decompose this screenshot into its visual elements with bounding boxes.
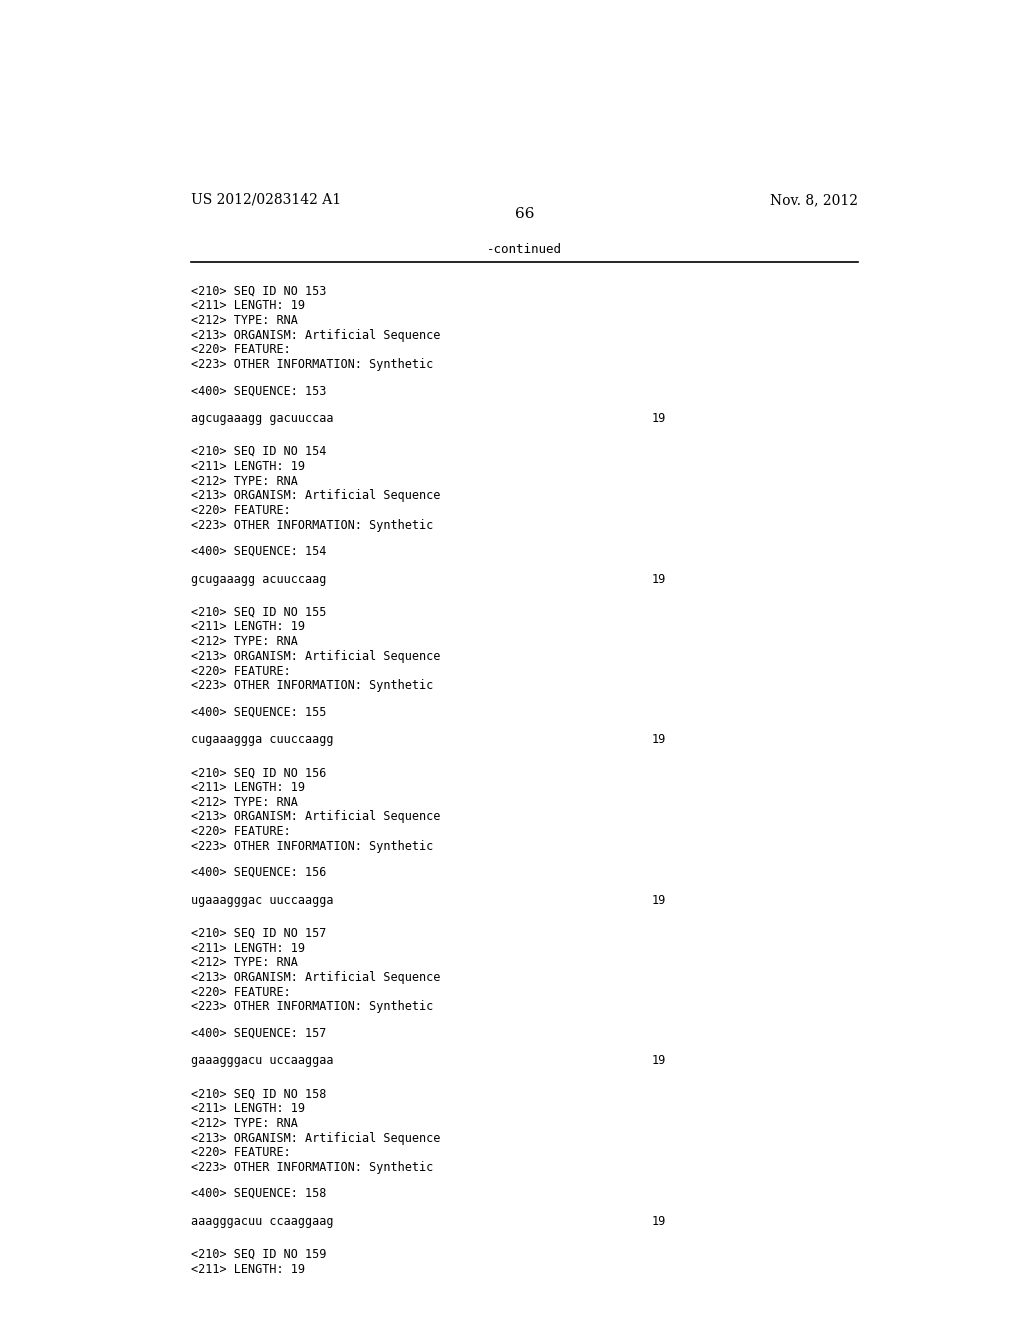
Text: Nov. 8, 2012: Nov. 8, 2012 xyxy=(770,193,858,207)
Text: <213> ORGANISM: Artificial Sequence: <213> ORGANISM: Artificial Sequence xyxy=(191,810,441,824)
Text: <223> OTHER INFORMATION: Synthetic: <223> OTHER INFORMATION: Synthetic xyxy=(191,1001,434,1014)
Text: 19: 19 xyxy=(652,573,666,586)
Text: <223> OTHER INFORMATION: Synthetic: <223> OTHER INFORMATION: Synthetic xyxy=(191,1162,434,1173)
Text: 66: 66 xyxy=(515,207,535,222)
Text: 19: 19 xyxy=(652,894,666,907)
Text: <210> SEQ ID NO 157: <210> SEQ ID NO 157 xyxy=(191,927,327,940)
Text: <400> SEQUENCE: 153: <400> SEQUENCE: 153 xyxy=(191,384,327,397)
Text: <211> LENGTH: 19: <211> LENGTH: 19 xyxy=(191,300,305,312)
Text: gcugaaagg acuuccaag: gcugaaagg acuuccaag xyxy=(191,573,327,586)
Text: <220> FEATURE:: <220> FEATURE: xyxy=(191,343,291,356)
Text: <220> FEATURE:: <220> FEATURE: xyxy=(191,1146,291,1159)
Text: <211> LENGTH: 19: <211> LENGTH: 19 xyxy=(191,781,305,793)
Text: <400> SEQUENCE: 155: <400> SEQUENCE: 155 xyxy=(191,705,327,718)
Text: US 2012/0283142 A1: US 2012/0283142 A1 xyxy=(191,193,342,207)
Text: cugaaaggga cuuccaagg: cugaaaggga cuuccaagg xyxy=(191,733,334,746)
Text: gaaagggacu uccaaggaa: gaaagggacu uccaaggaa xyxy=(191,1055,334,1068)
Text: <400> SEQUENCE: 154: <400> SEQUENCE: 154 xyxy=(191,545,327,557)
Text: <400> SEQUENCE: 157: <400> SEQUENCE: 157 xyxy=(191,1027,327,1039)
Text: -continued: -continued xyxy=(487,243,562,256)
Text: <211> LENGTH: 19: <211> LENGTH: 19 xyxy=(191,1263,305,1275)
Text: 19: 19 xyxy=(652,1055,666,1068)
Text: <210> SEQ ID NO 158: <210> SEQ ID NO 158 xyxy=(191,1088,327,1101)
Text: <210> SEQ ID NO 159: <210> SEQ ID NO 159 xyxy=(191,1247,327,1261)
Text: 19: 19 xyxy=(652,1214,666,1228)
Text: <223> OTHER INFORMATION: Synthetic: <223> OTHER INFORMATION: Synthetic xyxy=(191,358,434,371)
Text: <211> LENGTH: 19: <211> LENGTH: 19 xyxy=(191,1102,305,1115)
Text: <210> SEQ ID NO 155: <210> SEQ ID NO 155 xyxy=(191,606,327,619)
Text: <212> TYPE: RNA: <212> TYPE: RNA xyxy=(191,1117,298,1130)
Text: agcugaaagg gacuuccaa: agcugaaagg gacuuccaa xyxy=(191,412,334,425)
Text: <212> TYPE: RNA: <212> TYPE: RNA xyxy=(191,314,298,327)
Text: aaagggacuu ccaaggaag: aaagggacuu ccaaggaag xyxy=(191,1214,334,1228)
Text: <211> LENGTH: 19: <211> LENGTH: 19 xyxy=(191,941,305,954)
Text: <212> TYPE: RNA: <212> TYPE: RNA xyxy=(191,474,298,487)
Text: 19: 19 xyxy=(652,733,666,746)
Text: <211> LENGTH: 19: <211> LENGTH: 19 xyxy=(191,459,305,473)
Text: <210> SEQ ID NO 154: <210> SEQ ID NO 154 xyxy=(191,445,327,458)
Text: <223> OTHER INFORMATION: Synthetic: <223> OTHER INFORMATION: Synthetic xyxy=(191,519,434,532)
Text: <220> FEATURE:: <220> FEATURE: xyxy=(191,664,291,677)
Text: <210> SEQ ID NO 156: <210> SEQ ID NO 156 xyxy=(191,766,327,779)
Text: <220> FEATURE:: <220> FEATURE: xyxy=(191,825,291,838)
Text: 19: 19 xyxy=(652,412,666,425)
Text: <212> TYPE: RNA: <212> TYPE: RNA xyxy=(191,635,298,648)
Text: <400> SEQUENCE: 158: <400> SEQUENCE: 158 xyxy=(191,1187,327,1200)
Text: <223> OTHER INFORMATION: Synthetic: <223> OTHER INFORMATION: Synthetic xyxy=(191,840,434,853)
Text: <213> ORGANISM: Artificial Sequence: <213> ORGANISM: Artificial Sequence xyxy=(191,649,441,663)
Text: <213> ORGANISM: Artificial Sequence: <213> ORGANISM: Artificial Sequence xyxy=(191,329,441,342)
Text: <213> ORGANISM: Artificial Sequence: <213> ORGANISM: Artificial Sequence xyxy=(191,972,441,983)
Text: <213> ORGANISM: Artificial Sequence: <213> ORGANISM: Artificial Sequence xyxy=(191,490,441,502)
Text: <220> FEATURE:: <220> FEATURE: xyxy=(191,504,291,517)
Text: ugaaagggac uuccaagga: ugaaagggac uuccaagga xyxy=(191,894,334,907)
Text: <210> SEQ ID NO 153: <210> SEQ ID NO 153 xyxy=(191,284,327,297)
Text: <220> FEATURE:: <220> FEATURE: xyxy=(191,986,291,999)
Text: <213> ORGANISM: Artificial Sequence: <213> ORGANISM: Artificial Sequence xyxy=(191,1131,441,1144)
Text: <212> TYPE: RNA: <212> TYPE: RNA xyxy=(191,796,298,809)
Text: <223> OTHER INFORMATION: Synthetic: <223> OTHER INFORMATION: Synthetic xyxy=(191,680,434,692)
Text: <400> SEQUENCE: 156: <400> SEQUENCE: 156 xyxy=(191,866,327,879)
Text: <212> TYPE: RNA: <212> TYPE: RNA xyxy=(191,956,298,969)
Text: <211> LENGTH: 19: <211> LENGTH: 19 xyxy=(191,620,305,634)
